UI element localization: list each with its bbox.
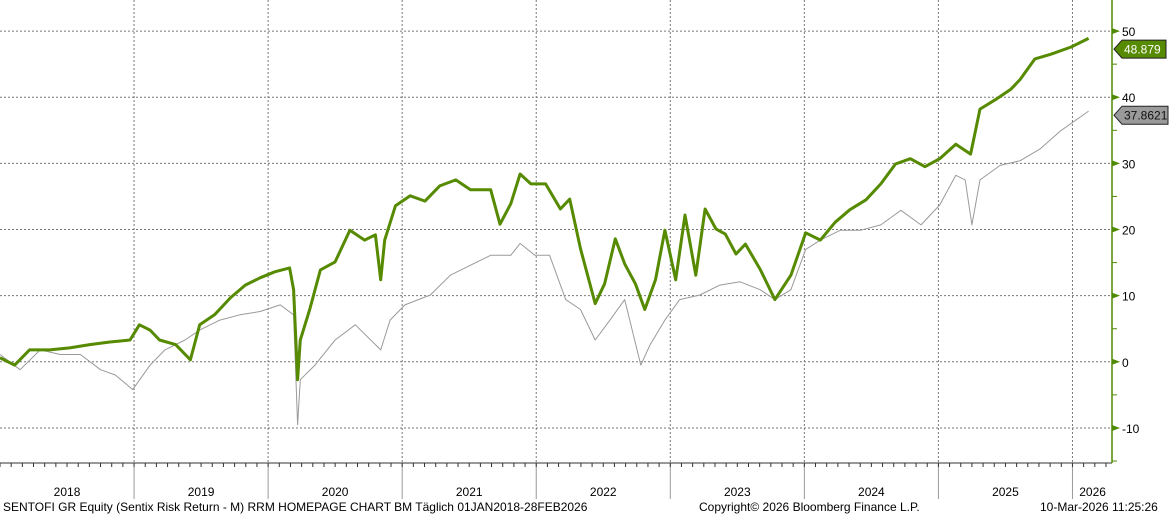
x-tick-label: 2024: [858, 485, 885, 499]
x-tick-label: 2025: [992, 485, 1019, 499]
y-tick-label: 0: [1122, 356, 1129, 370]
y-tick-arrow: [1112, 28, 1120, 35]
x-tick-label: 2026: [1079, 485, 1106, 499]
y-tick-arrow: [1112, 424, 1120, 431]
benchmark-last-value-box: [1113, 105, 1169, 125]
y-tick-arrow: [1112, 358, 1120, 365]
x-tick-label: 2019: [188, 485, 215, 499]
y-tick-label: 30: [1122, 157, 1136, 171]
primary-last-value-label: 48.879: [1124, 43, 1161, 57]
x-tick-label: 2021: [456, 485, 483, 499]
y-tick-arrow: [1112, 94, 1120, 101]
y-tick-label: 40: [1122, 91, 1136, 105]
x-tick-label: 2023: [724, 485, 751, 499]
chart-description: SENTOFI GR Equity (Sentix Risk Return - …: [3, 500, 588, 514]
x-tick-label: 2018: [54, 485, 81, 499]
timestamp: 10-Mar-2026 11:25:26: [1040, 500, 1158, 514]
y-tick-label: 10: [1122, 290, 1136, 304]
y-tick-label: 20: [1122, 224, 1136, 238]
x-tick-label: 2022: [590, 485, 617, 499]
primary-last-value-box: [1113, 39, 1167, 59]
benchmark-series-line: [0, 110, 1089, 426]
line-chart: 2018 2019 2020 2021 2022 2023 2024 2025 2026 -10 0…: [0, 0, 1169, 499]
primary-series-line: [0, 37, 1090, 382]
copyright-text: Copyright© 2026 Bloomberg Finance L.P.: [699, 500, 920, 514]
benchmark-last-value-label: 37.8621: [1124, 109, 1168, 123]
y-tick-label: -10: [1122, 422, 1140, 436]
x-tick-label: 2020: [322, 485, 349, 499]
y-tick-label: 50: [1122, 25, 1136, 39]
y-tick-arrow: [1112, 160, 1120, 167]
y-tick-arrow: [1112, 292, 1120, 299]
y-tick-arrow: [1112, 226, 1120, 233]
